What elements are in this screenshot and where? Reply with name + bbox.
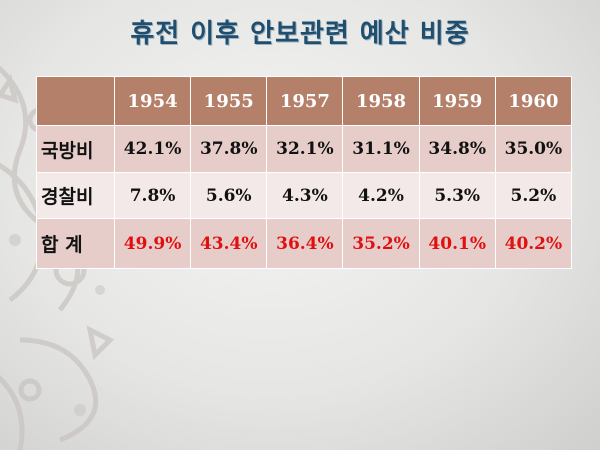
- table-cell: 31.1%: [342, 125, 420, 173]
- table-cell: 43.4%: [190, 218, 268, 269]
- table-row-police: 경찰비 7.8% 5.6% 4.3% 4.2% 5.3% 5.2%: [36, 172, 573, 219]
- table-cell: 42.1%: [113, 125, 192, 173]
- row-label: 합 계: [36, 218, 115, 269]
- table-cell: 35.2%: [342, 218, 420, 269]
- header-cell-year: 1959: [418, 76, 496, 126]
- budget-table: 1954 1955 1957 1958 1959 1960 국방비 42.1% …: [36, 76, 573, 269]
- table-cell: 4.2%: [342, 172, 420, 219]
- row-label: 국방비: [36, 125, 115, 173]
- table-header-row: 1954 1955 1957 1958 1959 1960: [36, 76, 573, 126]
- table-cell: 5.3%: [418, 172, 496, 219]
- table-cell: 35.0%: [494, 125, 573, 173]
- header-cell-empty: [36, 76, 115, 126]
- header-cell-year: 1955: [190, 76, 268, 126]
- table-cell: 7.8%: [113, 172, 192, 219]
- slide-title: 휴전 이후 안보관련 예산 비중: [130, 19, 470, 49]
- table-cell: 32.1%: [266, 125, 344, 173]
- header-cell-year: 1958: [342, 76, 420, 126]
- header-cell-year: 1957: [266, 76, 344, 126]
- table-cell: 36.4%: [266, 218, 344, 269]
- table-cell: 37.8%: [190, 125, 268, 173]
- table-cell: 40.1%: [418, 218, 496, 269]
- table-cell: 4.3%: [266, 172, 344, 219]
- table-row-total: 합 계 49.9% 43.4% 36.4% 35.2% 40.1% 40.2%: [36, 218, 573, 269]
- table-cell: 34.8%: [418, 125, 496, 173]
- header-cell-year: 1954: [113, 76, 192, 126]
- table-cell: 49.9%: [113, 218, 192, 269]
- table-cell: 5.6%: [190, 172, 268, 219]
- table-row-defense: 국방비 42.1% 37.8% 32.1% 31.1% 34.8% 35.0%: [36, 125, 573, 173]
- row-label: 경찰비: [36, 172, 115, 219]
- table-cell: 5.2%: [494, 172, 573, 219]
- table-cell: 40.2%: [494, 218, 573, 269]
- header-cell-year: 1960: [494, 76, 573, 126]
